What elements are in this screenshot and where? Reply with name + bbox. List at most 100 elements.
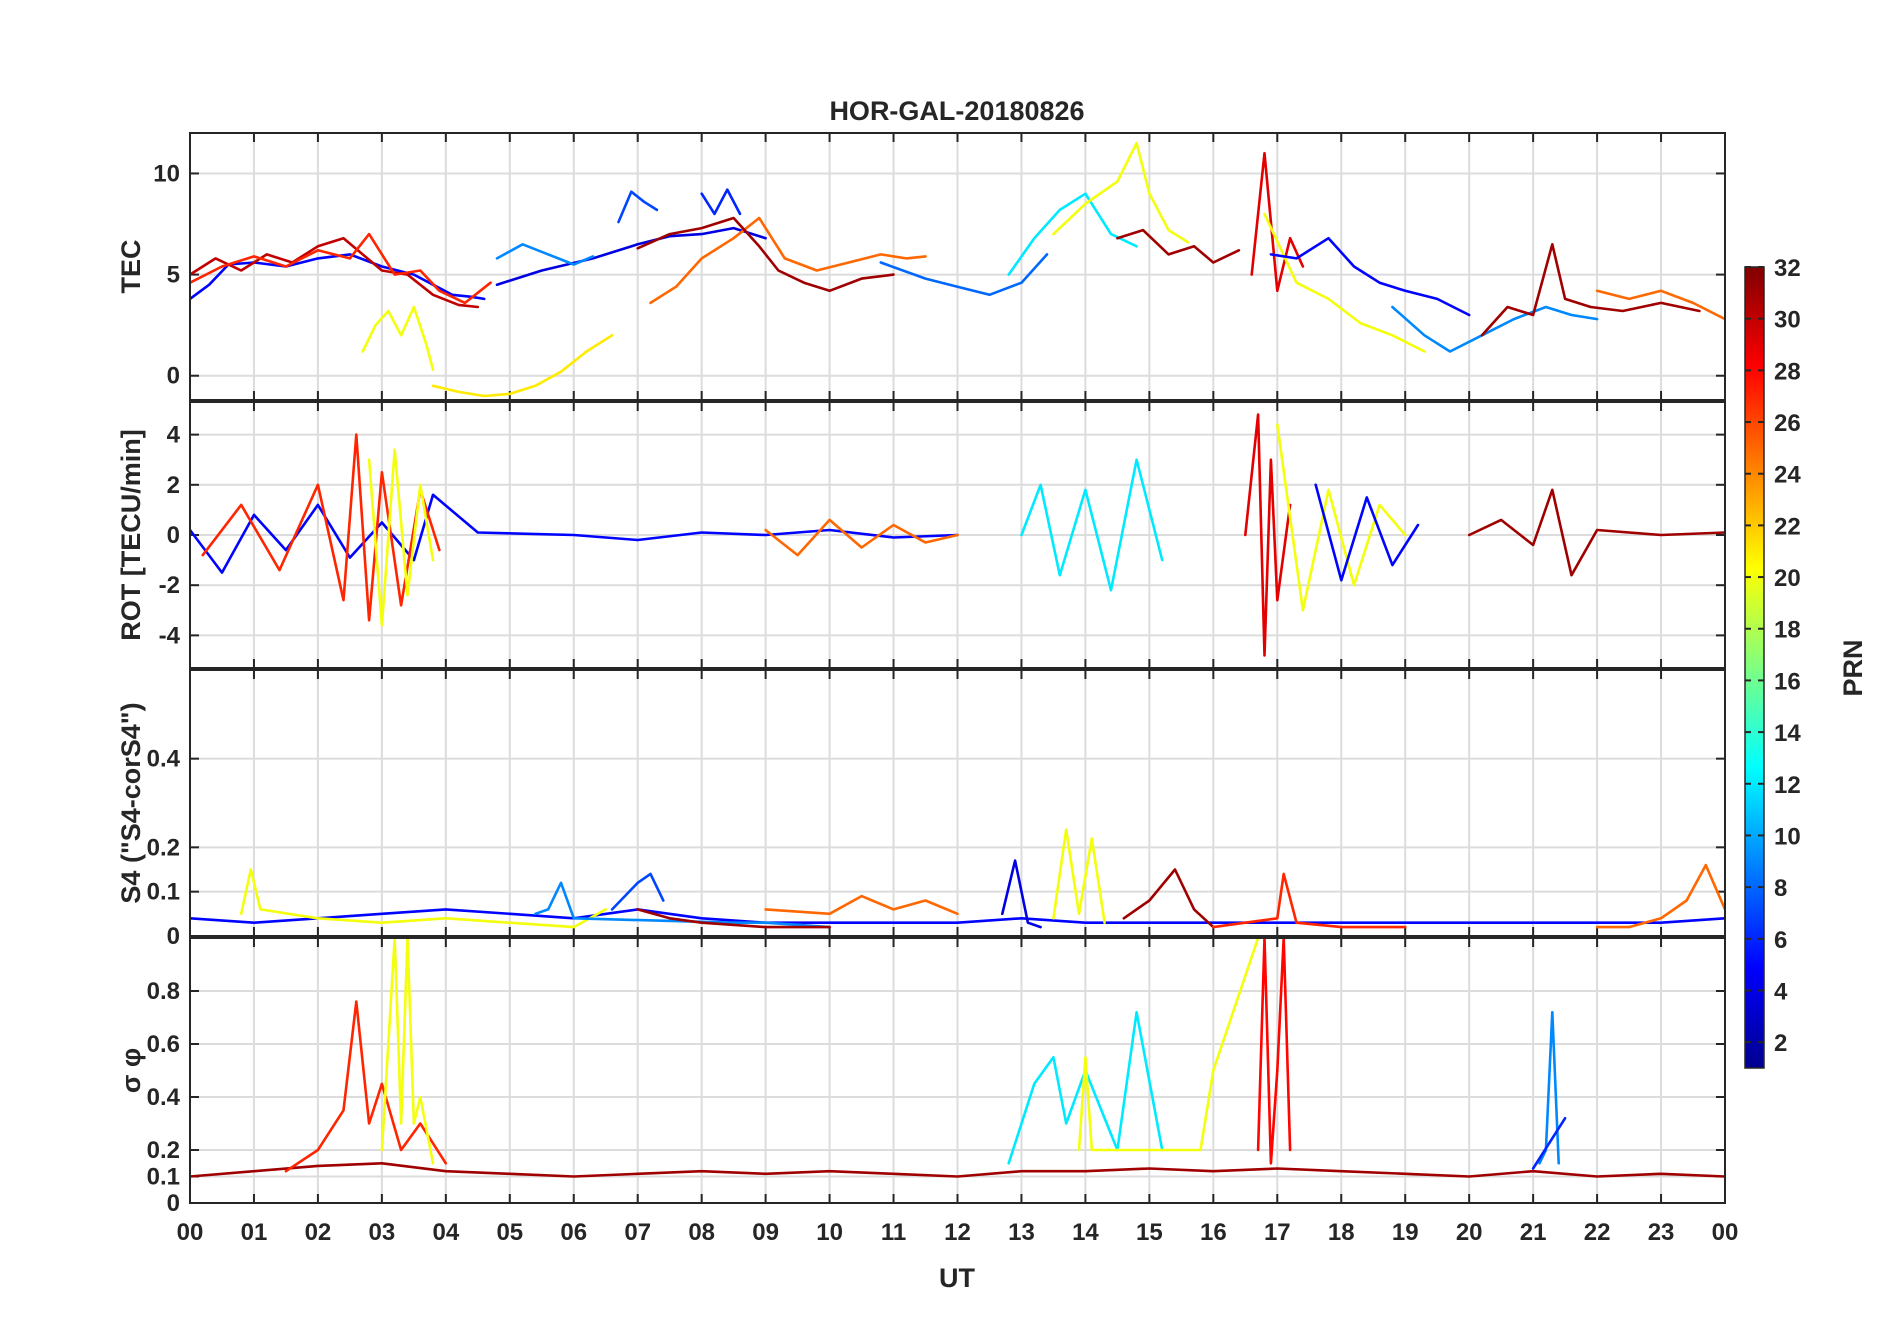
series-prn-31-1 [190, 1162, 1725, 1178]
y-tick-label: -2 [159, 572, 180, 599]
x-tick-label: 22 [1584, 1219, 1611, 1246]
series-prn-20-3 [380, 938, 435, 1165]
y-tick-label: 10 [153, 160, 180, 187]
colorbar-tick-label: 2 [1774, 1030, 1787, 1057]
colorbar-tick-label: 10 [1774, 823, 1801, 850]
panel-frame [189, 132, 1726, 401]
x-tick-labels: 00 01 02 03 04 05 06 07 08 09 10 11 12 13 14 15 16 17 18 19… [177, 1219, 1739, 1246]
x-tick-label: 12 [944, 1219, 971, 1246]
panel-2: -4 -2 0 2 4 ROT [TECU/min] [116, 401, 1726, 669]
series-prn-5-7 [1314, 483, 1420, 582]
series-prn-4-7 [1000, 859, 1042, 929]
series-group [190, 141, 1725, 398]
y-tick-label: 5 [167, 262, 180, 289]
panel-1: 0 5 10 TEC [116, 132, 1726, 401]
y-tick-label: 2 [167, 472, 180, 499]
y-tick-label: 0 [167, 923, 180, 950]
series-prn-20-8 [1052, 828, 1106, 925]
series-group [190, 828, 1725, 929]
series-prn-5-1 [190, 908, 1725, 925]
colorbar-tick-label: 20 [1774, 565, 1801, 592]
series-prn-27-2 [201, 433, 441, 622]
panel-frame [189, 401, 1726, 669]
x-tick-label: 01 [241, 1219, 268, 1246]
y-tick-label: 0.1 [147, 1164, 180, 1191]
series-prn-20-17 [1263, 212, 1426, 353]
series-prn-9-7 [1538, 1010, 1560, 1165]
series-prn-27-2 [284, 1000, 448, 1173]
colorbar-gradient [1744, 266, 1765, 1069]
x-tick-label: 13 [1008, 1219, 1035, 1246]
series-prn-8-12 [879, 253, 1049, 297]
series-prn-12-4 [1020, 458, 1164, 592]
y-axis-label: σ φ [116, 1048, 146, 1093]
x-tick-label: 00 [1712, 1219, 1739, 1246]
series-prn-9-19 [1391, 305, 1599, 353]
series-prn-25-9 [764, 518, 959, 557]
colorbar-label: PRN [1838, 639, 1868, 696]
series-prn-7-4 [610, 872, 665, 911]
series-prn-5-18 [1269, 236, 1471, 317]
colorbar-tick-label: 24 [1774, 462, 1801, 489]
x-tick-label: 16 [1200, 1219, 1227, 1246]
panel-3: 0 0.1 0.2 0.4S4 ("S4-corS4") [116, 669, 1726, 950]
y-tick-label: -4 [159, 622, 181, 649]
x-tick-label: 11 [881, 1219, 906, 1246]
colorbar-tick-label: 6 [1774, 927, 1787, 954]
y-tick-label: 0.6 [147, 1031, 180, 1058]
x-tick-label: 02 [305, 1219, 332, 1246]
series-prn-28-6 [1256, 938, 1292, 1165]
colorbar-tick-label: 8 [1774, 875, 1787, 902]
series-prn-20-2 [239, 868, 608, 929]
y-tick-label: 0 [167, 1190, 180, 1217]
series-prn-27-10 [1212, 872, 1407, 929]
series-prn-29-16 [1250, 151, 1305, 293]
y-tick-label: 0.2 [147, 834, 180, 861]
x-tick-label: 20 [1456, 1219, 1483, 1246]
x-tick-label: 10 [816, 1219, 843, 1246]
x-tick-label: 18 [1328, 1219, 1355, 1246]
series-prn-25-10 [649, 216, 927, 305]
series-prn-31-20 [1480, 243, 1701, 337]
colorbar-tick-label: 12 [1774, 772, 1801, 799]
series-prn-20-14 [1052, 141, 1190, 244]
x-tick-label: 19 [1392, 1219, 1419, 1246]
x-tick-label: 17 [1264, 1219, 1291, 1246]
colorbar-tick-label: 16 [1774, 668, 1801, 695]
chart-title: HOR-GAL-20180826 [829, 96, 1084, 126]
series-prn-12-13 [1007, 192, 1138, 276]
x-tick-label: 06 [560, 1219, 587, 1246]
series-prn-12-4 [1007, 1010, 1164, 1165]
y-axis-label: S4 ("S4-corS4") [116, 702, 146, 903]
colorbar-tick-label: 28 [1774, 358, 1801, 385]
panel-frame [189, 669, 1726, 937]
x-tick-label: 15 [1136, 1219, 1163, 1246]
x-tick-label: 09 [752, 1219, 779, 1246]
series-prn-31-8 [1467, 488, 1725, 577]
x-tick-label: 23 [1648, 1219, 1675, 1246]
x-tick-label: 05 [496, 1219, 523, 1246]
x-tick-label: 08 [688, 1219, 715, 1246]
x-tick-label: 03 [369, 1219, 396, 1246]
colorbar-tick-label: 18 [1774, 617, 1801, 644]
series-prn-27-3 [190, 232, 492, 305]
series-prn-25-11 [1595, 863, 1725, 929]
y-axis-label: TEC [116, 240, 146, 294]
x-tick-label: 00 [177, 1219, 204, 1246]
series-prn-31-15 [1116, 228, 1241, 264]
series-prn-7-8 [617, 190, 659, 224]
colorbar-tick-label: 26 [1774, 410, 1801, 437]
series-prn-20-5 [1077, 938, 1260, 1152]
x-axis-label: UT [939, 1263, 975, 1293]
series-prn-9-7 [495, 243, 595, 266]
y-axis-label: ROT [TECU/min] [116, 429, 146, 640]
y-tick-label: 0.4 [147, 746, 181, 773]
series-group [190, 413, 1725, 657]
series-prn-31-9 [1122, 868, 1215, 929]
y-tick-label: 0.4 [147, 1084, 181, 1111]
colorbar-tick-label: 22 [1774, 513, 1801, 540]
series-prn-5-1 [190, 493, 959, 574]
